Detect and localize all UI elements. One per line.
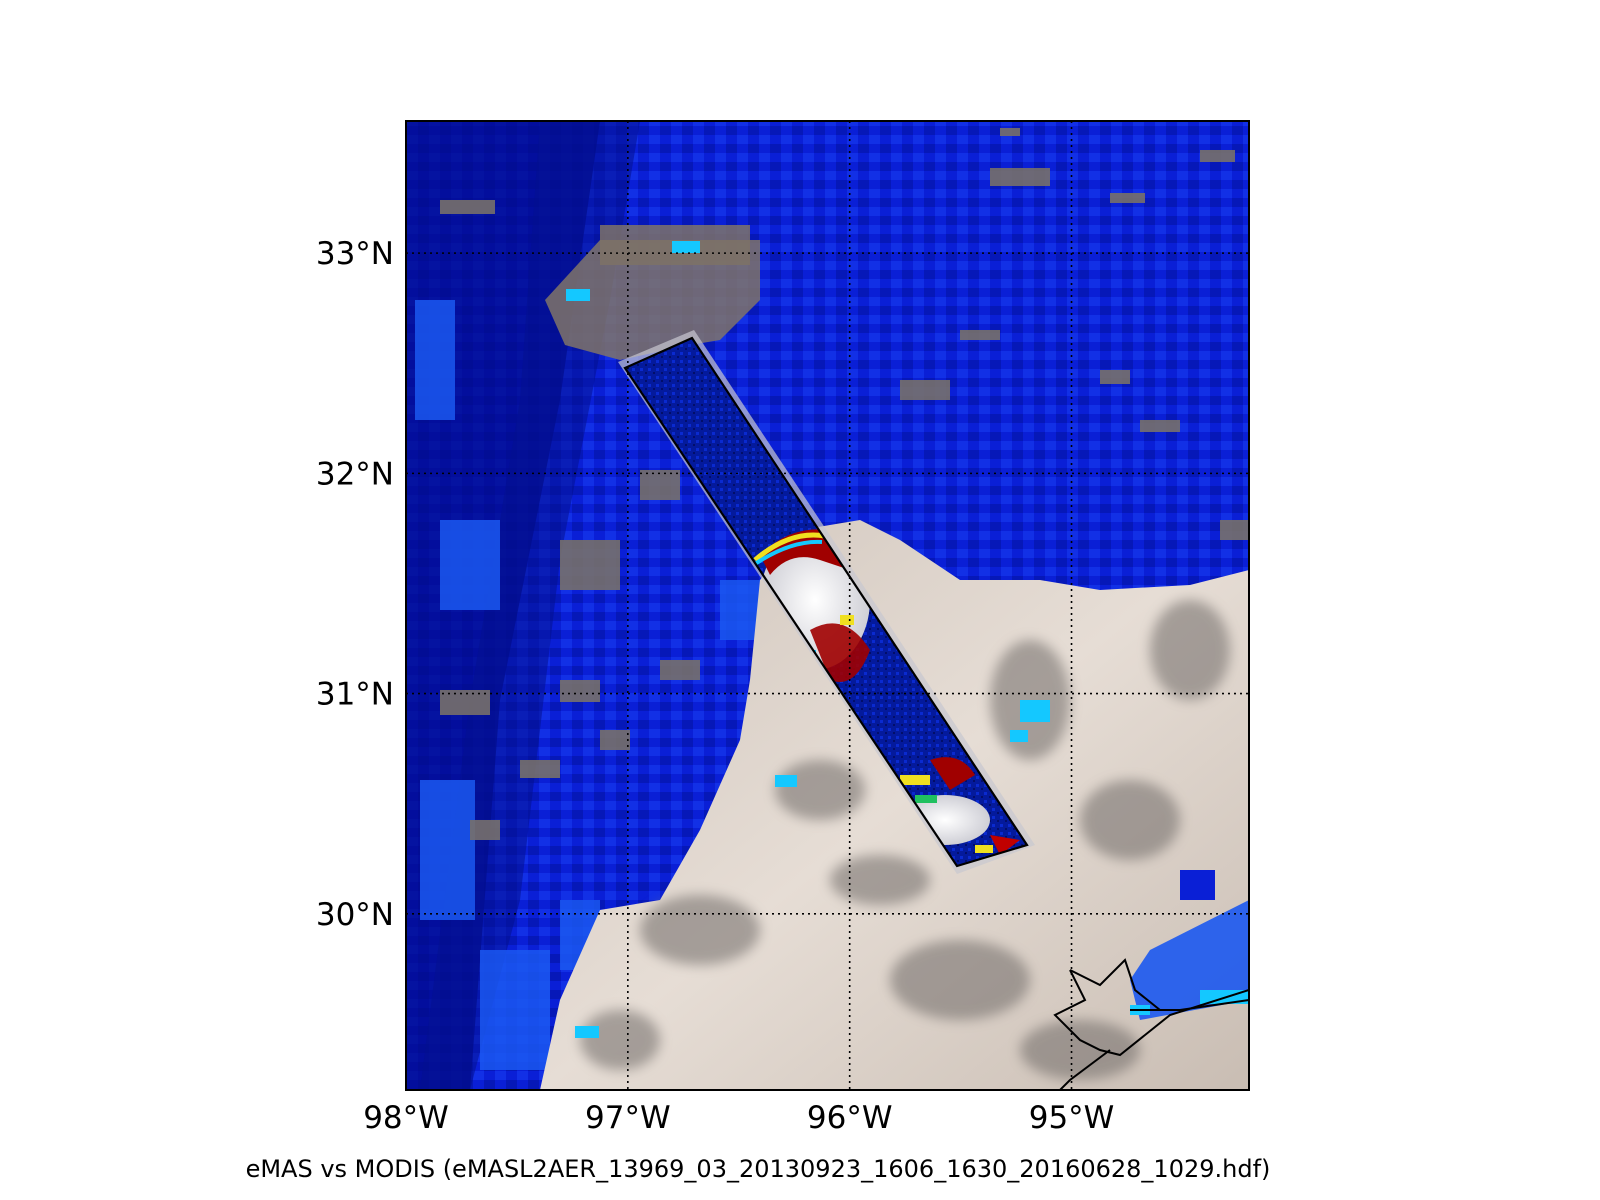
clear-land-patch-north [545,240,760,360]
scattered-clear-pixels [440,128,1249,840]
lat-tick-label: 32°N [316,456,394,492]
lon-tick-label: 97°W [585,1100,671,1136]
figure-caption: eMAS vs MODIS (eMASL2AER_13969_03_201309… [246,1155,1271,1183]
lon-tick-label: 96°W [807,1100,893,1136]
map-frame [405,120,1250,1091]
swath-yellow-edge [753,532,826,562]
high-aerosol-pixels [566,241,1050,1038]
longitude-tick-labels: 98°W 97°W 96°W 95°W [363,1100,1114,1136]
lat-tick-label: 33°N [316,236,394,272]
latitude-tick-labels: 33°N 32°N 31°N 30°N [316,236,394,933]
cloud-shadows [580,600,1230,1080]
swath-outline [623,336,1029,868]
lon-tick-label: 95°W [1029,1100,1115,1136]
lon-tick-label: 98°W [363,1100,449,1136]
map-plot-area [406,121,1249,1090]
swath-cyan-edge [750,539,823,568]
graticule-gridlines [406,121,1249,1090]
swath-red-retrievals-south [930,757,975,790]
lat-tick-label: 31°N [316,677,394,713]
swath-red-retrievals-tip [990,835,1020,855]
coastline [1053,958,1249,1090]
lat-tick-label: 30°N [316,897,394,933]
